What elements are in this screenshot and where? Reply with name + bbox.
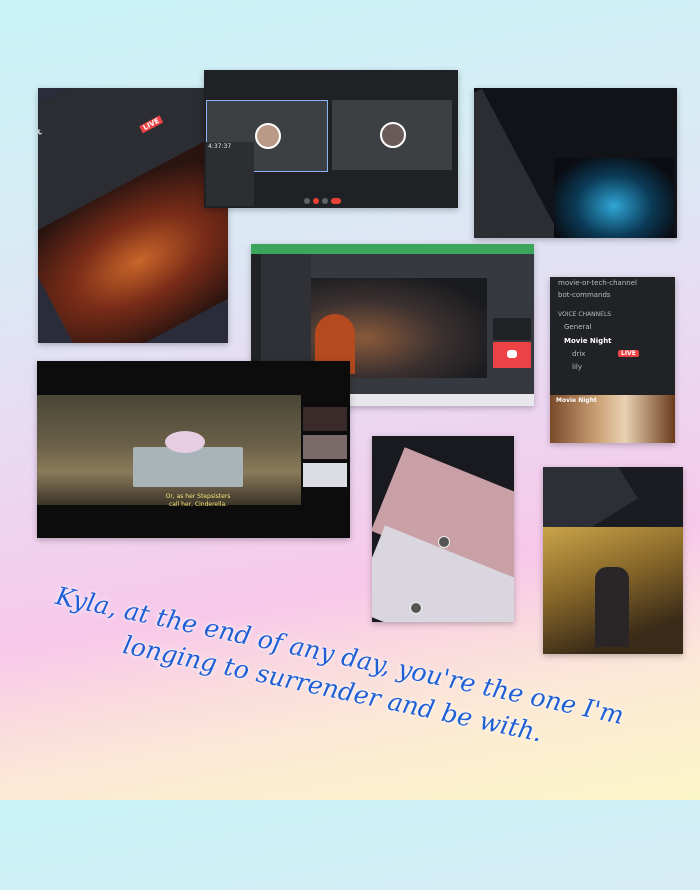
movie-subtitle: Or, as her Stepsisters call her, Cindere… [133,493,263,509]
live-badge: LIVE [618,350,639,357]
collage-photo-phone-call-tiles [372,436,514,622]
participant-avatar [380,122,406,148]
user-name: lily [572,363,582,371]
participant-avatar [255,123,281,149]
user-name: drix [572,350,586,358]
participant-tile [303,435,347,459]
collage-photo-discord-channels: movie-or-tech-channel bot-commands VOICE… [550,277,675,443]
stream-title: Movie Night [556,397,597,404]
participant-tile [303,407,347,431]
text-channel: movie-or-tech-channel [558,279,637,287]
text-channel: bot-commands [558,291,611,299]
section-header: VOICE CHANNELS [558,311,612,318]
participant-avatar [438,536,450,548]
movie-frame [554,158,674,238]
mic-icon [304,198,310,204]
voice-channel: Movie Night [564,337,612,345]
scene-dress [165,431,205,453]
participant-avatar [410,602,422,614]
present-icon [322,198,328,204]
clock-calendar-popup [206,142,254,206]
collage-photo-discord-desktop [251,244,534,406]
clock-time: 4:37:37 [208,143,232,150]
voice-channel: General [564,323,592,331]
scene-table [133,447,243,487]
subtitle-line: call her, Cinderella. [168,501,228,508]
rotated-screen: Movie Night drix lily LIVE [38,88,228,343]
discord-logo-icon [507,350,517,358]
scene-person [595,567,629,647]
voice-channel-label: Movie Night [38,127,44,165]
collage-photo-video-call: 4:37:37 [204,70,458,208]
server-rail [251,254,261,394]
movie-frame: Movie Night [550,395,675,443]
participant-tile [493,318,531,340]
camera-icon [313,198,319,204]
subtitle-line: Or, as her Stepsisters [165,493,231,500]
collage-photo-cinderella-stream: Or, as her Stepsisters call her, Cindere… [37,361,350,538]
collage-photo-discord-live-tilted [474,88,677,238]
collage-photo-discord-stream-tilted: Movie Night drix lily LIVE [38,88,228,343]
participant-tile-discord [493,342,531,368]
discord-banner [251,244,534,254]
participant-tile [332,100,452,170]
hangup-icon [331,198,341,204]
participant-tile [303,463,347,487]
collage-photo-video-scene [543,467,683,654]
call-controls [304,198,364,204]
live-badge: LIVE [139,115,164,134]
